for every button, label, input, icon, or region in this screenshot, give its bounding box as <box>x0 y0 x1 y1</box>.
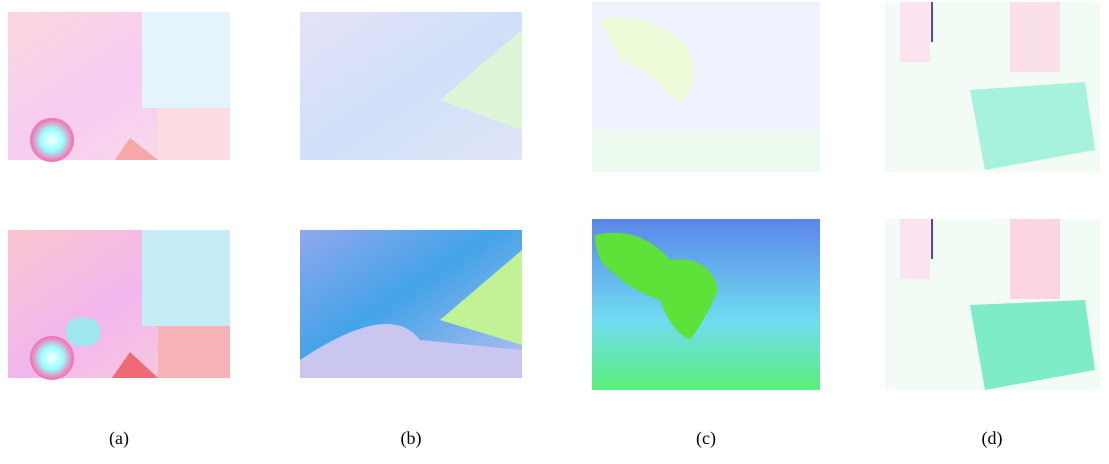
panel-b-bottom <box>300 230 522 378</box>
panel-caption: (a) <box>109 428 129 448</box>
panel-caption: (c) <box>696 428 716 448</box>
panel-a-bottom <box>8 230 230 380</box>
panel-b-top <box>300 12 522 160</box>
panel-a-top <box>8 12 230 162</box>
panel-caption: (b) <box>400 428 422 448</box>
panel-caption: (d) <box>981 428 1003 448</box>
panel-d-top <box>885 2 1100 172</box>
panel-d-bottom <box>885 219 1100 390</box>
panel-c-bottom <box>592 219 820 390</box>
panel-c-top <box>592 2 820 172</box>
